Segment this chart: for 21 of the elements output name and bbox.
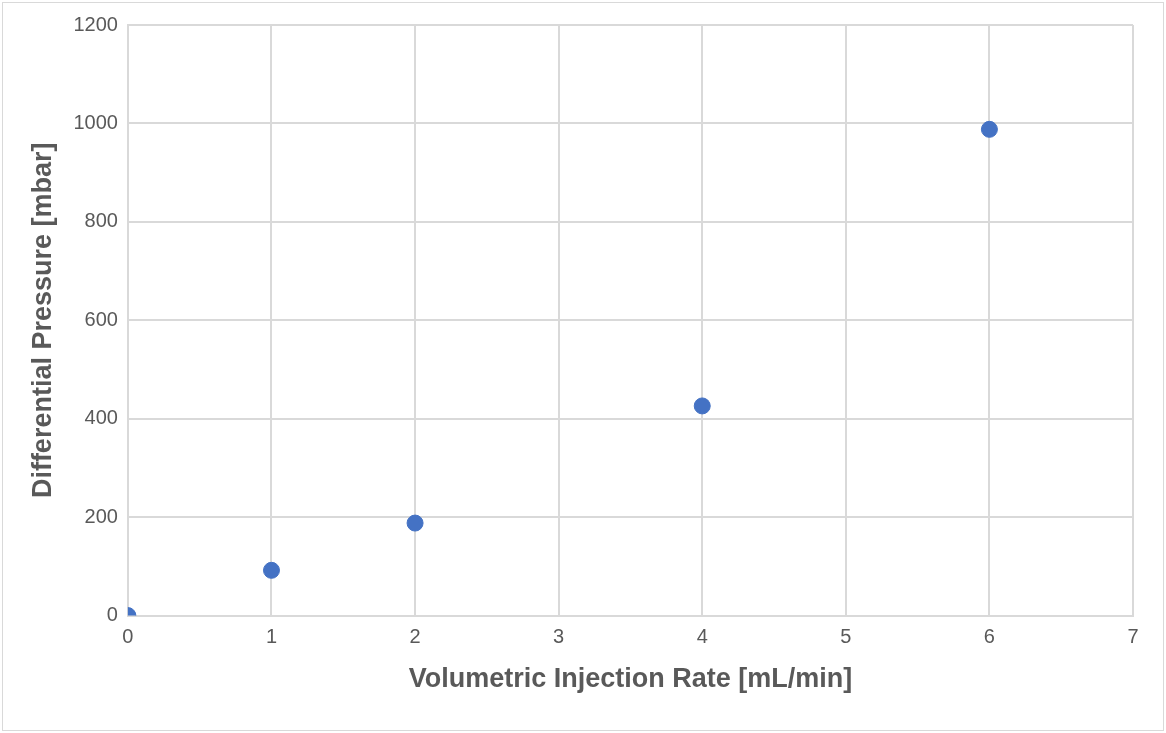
point [980, 120, 998, 138]
y-tick-label: 600 [84, 307, 118, 330]
x-tick-label: 6 [983, 625, 995, 648]
x-tick-label: 0 [122, 625, 134, 648]
x-tick-label: 7 [1127, 625, 1139, 648]
y-tick-label: 1200 [73, 12, 118, 35]
y-tick-label: 200 [84, 504, 118, 527]
point [262, 561, 280, 579]
y-tick-label: 800 [84, 209, 118, 232]
point [693, 397, 711, 415]
x-tick-label: 3 [553, 625, 565, 648]
y-tick-label: 400 [84, 406, 118, 429]
y-tick-label: 0 [106, 603, 118, 626]
point [406, 514, 424, 532]
y-tick-label: 1000 [73, 110, 118, 133]
x-tick-label: 1 [265, 625, 278, 648]
x-tick-label: 5 [840, 625, 852, 648]
x-tick-label: 4 [696, 625, 708, 648]
y-axis-title: Differential Pressure [mbar] [26, 142, 57, 499]
x-axis-title: Volumetric Injection Rate [mL/min] [408, 663, 853, 694]
x-tick-label: 2 [409, 625, 421, 648]
